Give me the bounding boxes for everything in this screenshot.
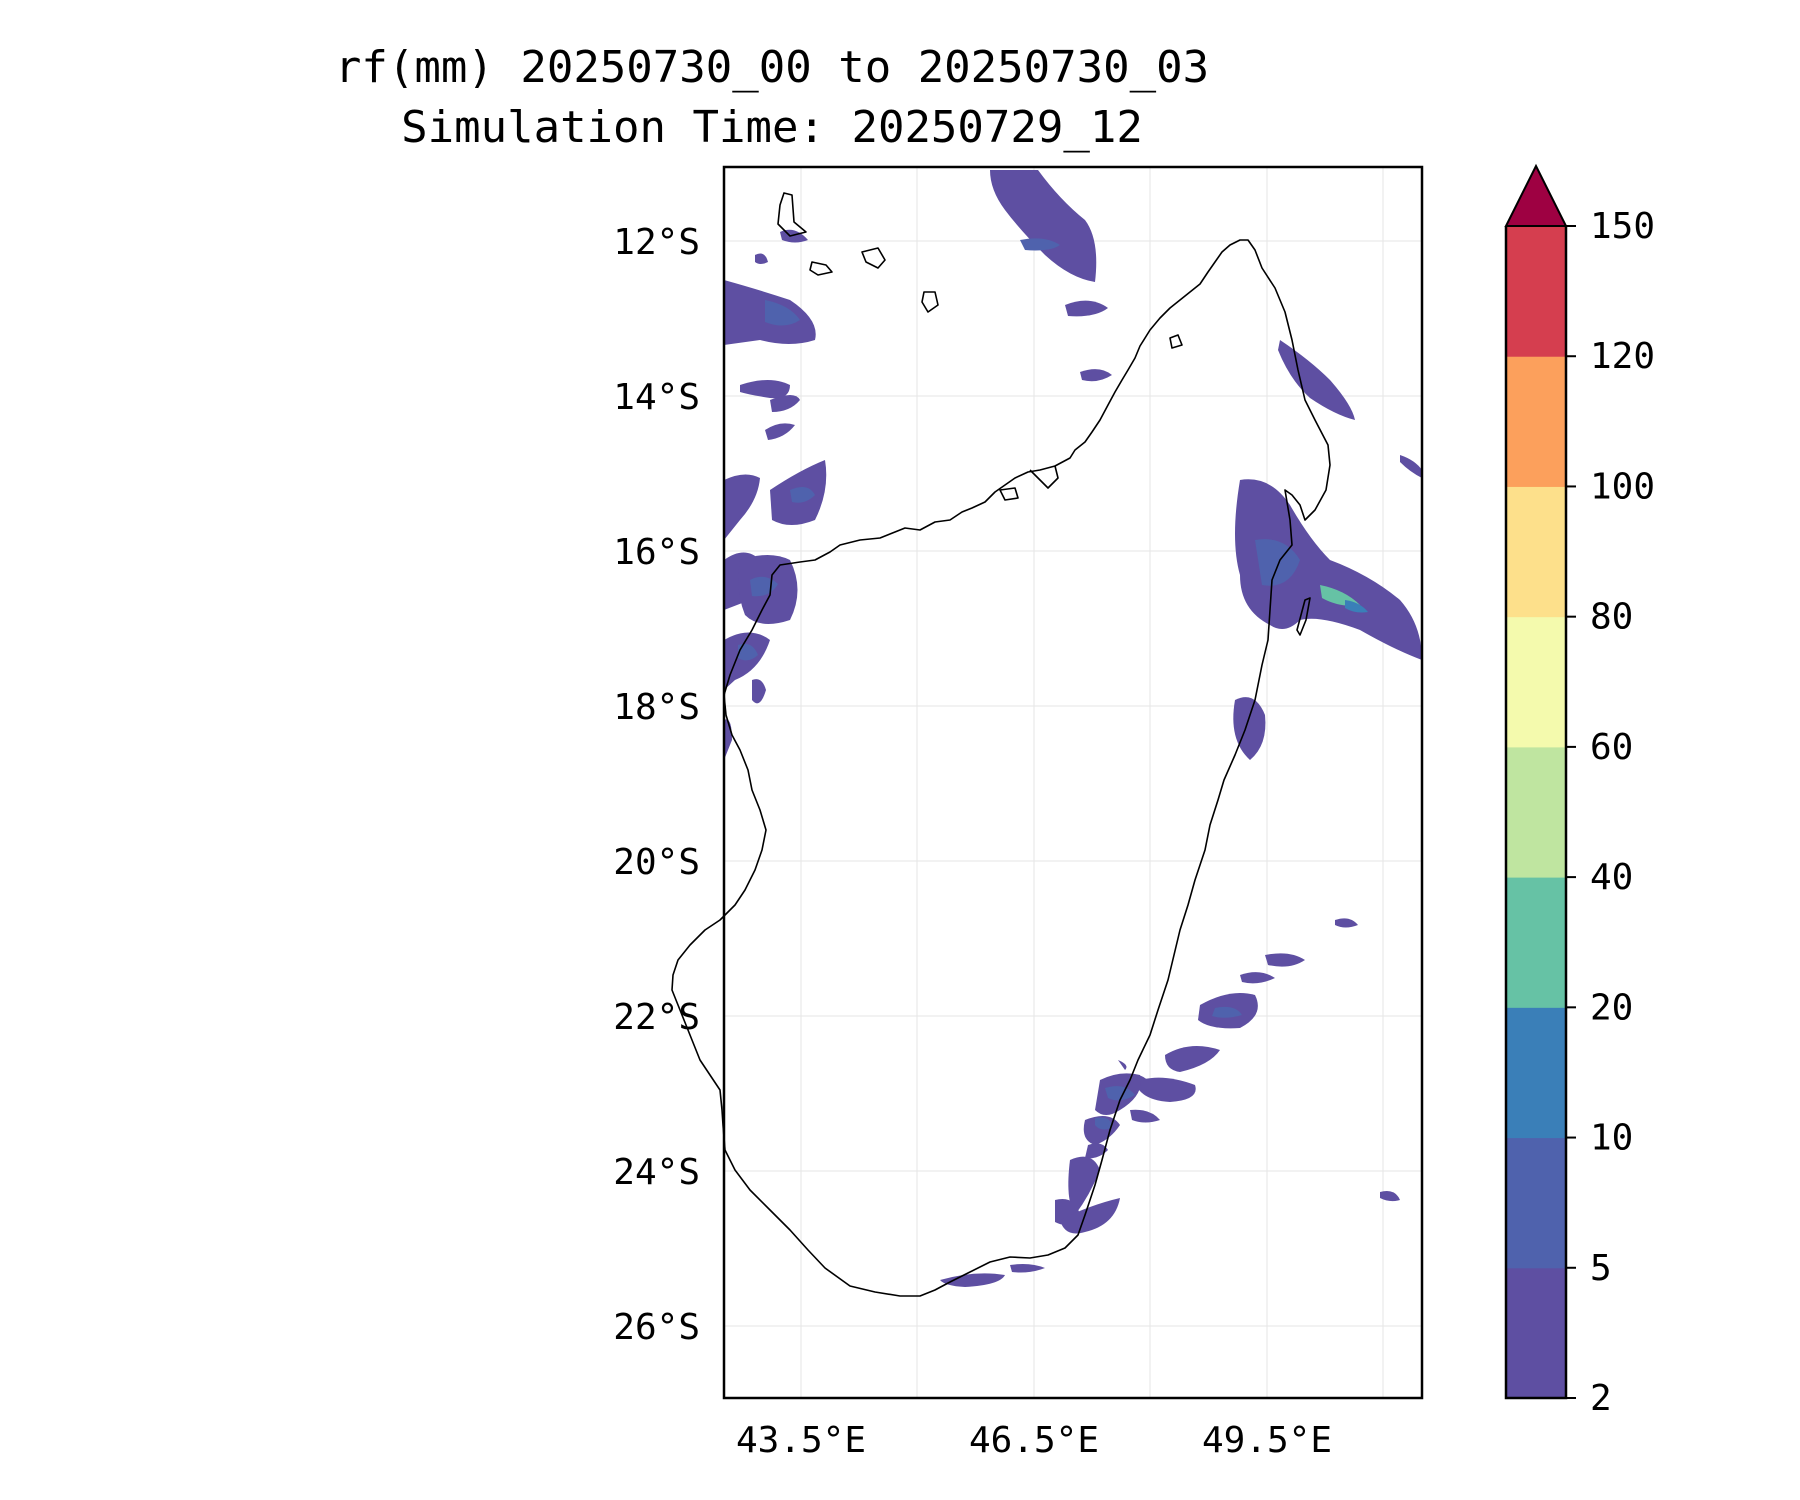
map-title-line-2: Simulation Time: 20250729_12	[401, 102, 1143, 153]
comoros-island	[861, 247, 886, 269]
rain-patch	[1060, 1198, 1120, 1234]
rain-patch	[1068, 1156, 1100, 1215]
lat-axis: 12°S 14°S 16°S 18°S 20°S 22°S 24°S 26°S	[613, 222, 700, 1348]
rain-patch	[1380, 1191, 1400, 1202]
rain-patch	[1335, 918, 1358, 928]
rain-patch	[1095, 1117, 1112, 1130]
colorbar: 2 5 10 20 40 60 80 100 120 150	[1504, 163, 1655, 1419]
coastline	[671, 192, 1331, 1297]
rain-patch	[770, 395, 800, 412]
colorbar-tick-label: 40	[1590, 857, 1633, 898]
colorbar-segment	[1506, 746, 1566, 878]
rain-patch	[1105, 1086, 1135, 1101]
rain-patch	[1400, 455, 1422, 478]
colorbar-outline	[1504, 226, 1568, 1400]
rain-patch	[765, 423, 795, 440]
rain-patch	[1235, 479, 1422, 660]
colorbar-tick-label: 150	[1590, 206, 1655, 247]
rain-patch	[1255, 539, 1300, 586]
lat-tick-label: 24°S	[613, 1152, 700, 1193]
rain-patch	[1233, 697, 1266, 760]
rain-patch	[740, 380, 790, 399]
rain-patch	[790, 486, 815, 503]
rain-patch	[724, 632, 770, 690]
rainfall-patches	[724, 170, 1422, 1287]
rain-patch	[752, 679, 766, 704]
colorbar-tick-label: 100	[1590, 466, 1655, 507]
map-frame	[722, 165, 1424, 1400]
colorbar-segment	[1506, 1137, 1566, 1269]
lon-axis: 43.5°E 46.5°E 49.5°E	[736, 1420, 1332, 1461]
colorbar-segment	[1506, 486, 1566, 618]
colorbar-segment	[1506, 1267, 1566, 1399]
madagascar-coastline	[671, 239, 1331, 1297]
colorbar-segment	[1506, 877, 1566, 1008]
rain-patch	[1065, 300, 1108, 317]
colorbar-tick-label: 120	[1590, 336, 1655, 377]
sainte-marie-island	[1296, 597, 1311, 636]
rain-patch	[1135, 1077, 1196, 1102]
lat-tick-label: 22°S	[613, 997, 700, 1038]
rain-patch	[1212, 1006, 1242, 1018]
rain-patch	[1345, 600, 1368, 613]
lon-tick-label: 43.5°E	[736, 1420, 866, 1461]
rain-patch	[1278, 340, 1355, 420]
comoros-island	[809, 261, 833, 276]
colorbar-tick-label: 20	[1590, 987, 1633, 1028]
lat-tick-label: 16°S	[613, 532, 700, 573]
rain-patch	[1118, 1060, 1127, 1070]
colorbar-extend-arrow	[1504, 163, 1568, 227]
rain-patch	[1240, 972, 1275, 984]
rain-patch	[1265, 953, 1305, 967]
map-title-line-1: rf(mm) 20250730_00 to 20250730_03	[334, 42, 1210, 93]
lat-tick-label: 14°S	[613, 377, 700, 418]
rain-patch	[765, 300, 800, 326]
rain-patch	[738, 643, 758, 661]
colorbar-tick-label: 5	[1590, 1248, 1612, 1289]
rain-patch	[1130, 1109, 1160, 1123]
colorbar-segment	[1506, 1007, 1566, 1139]
rain-patch	[1080, 369, 1112, 382]
rain-patch	[724, 474, 760, 540]
lon-tick-label: 46.5°E	[969, 1420, 1099, 1461]
rain-patch	[755, 253, 768, 264]
lat-tick-label: 12°S	[613, 222, 700, 263]
gridlines	[724, 167, 1422, 1398]
colorbar-segment	[1506, 616, 1566, 748]
colorbar-tick-label: 10	[1590, 1118, 1633, 1159]
lat-tick-label: 26°S	[613, 1307, 700, 1348]
colorbar-segment	[1506, 226, 1566, 357]
colorbar-tick-label: 60	[1590, 727, 1633, 768]
rain-patch	[1165, 1046, 1220, 1072]
comoros-island	[777, 192, 807, 237]
rain-patch	[990, 170, 1097, 282]
rain-patch	[940, 1273, 1005, 1287]
mayotte-island	[921, 291, 939, 313]
rain-patch	[1020, 238, 1060, 251]
lon-tick-label: 49.5°E	[1202, 1420, 1332, 1461]
colorbar-tick-label: 2	[1590, 1378, 1612, 1419]
colorbar-segment	[1506, 356, 1566, 487]
rain-patch	[1010, 1264, 1045, 1273]
lat-tick-label: 18°S	[613, 687, 700, 728]
colorbar-tick-label: 80	[1590, 597, 1633, 638]
lat-tick-label: 20°S	[613, 842, 700, 883]
rain-patch	[1320, 585, 1360, 606]
nosy-be-island	[1169, 334, 1183, 349]
rain-patch	[1085, 1143, 1108, 1159]
